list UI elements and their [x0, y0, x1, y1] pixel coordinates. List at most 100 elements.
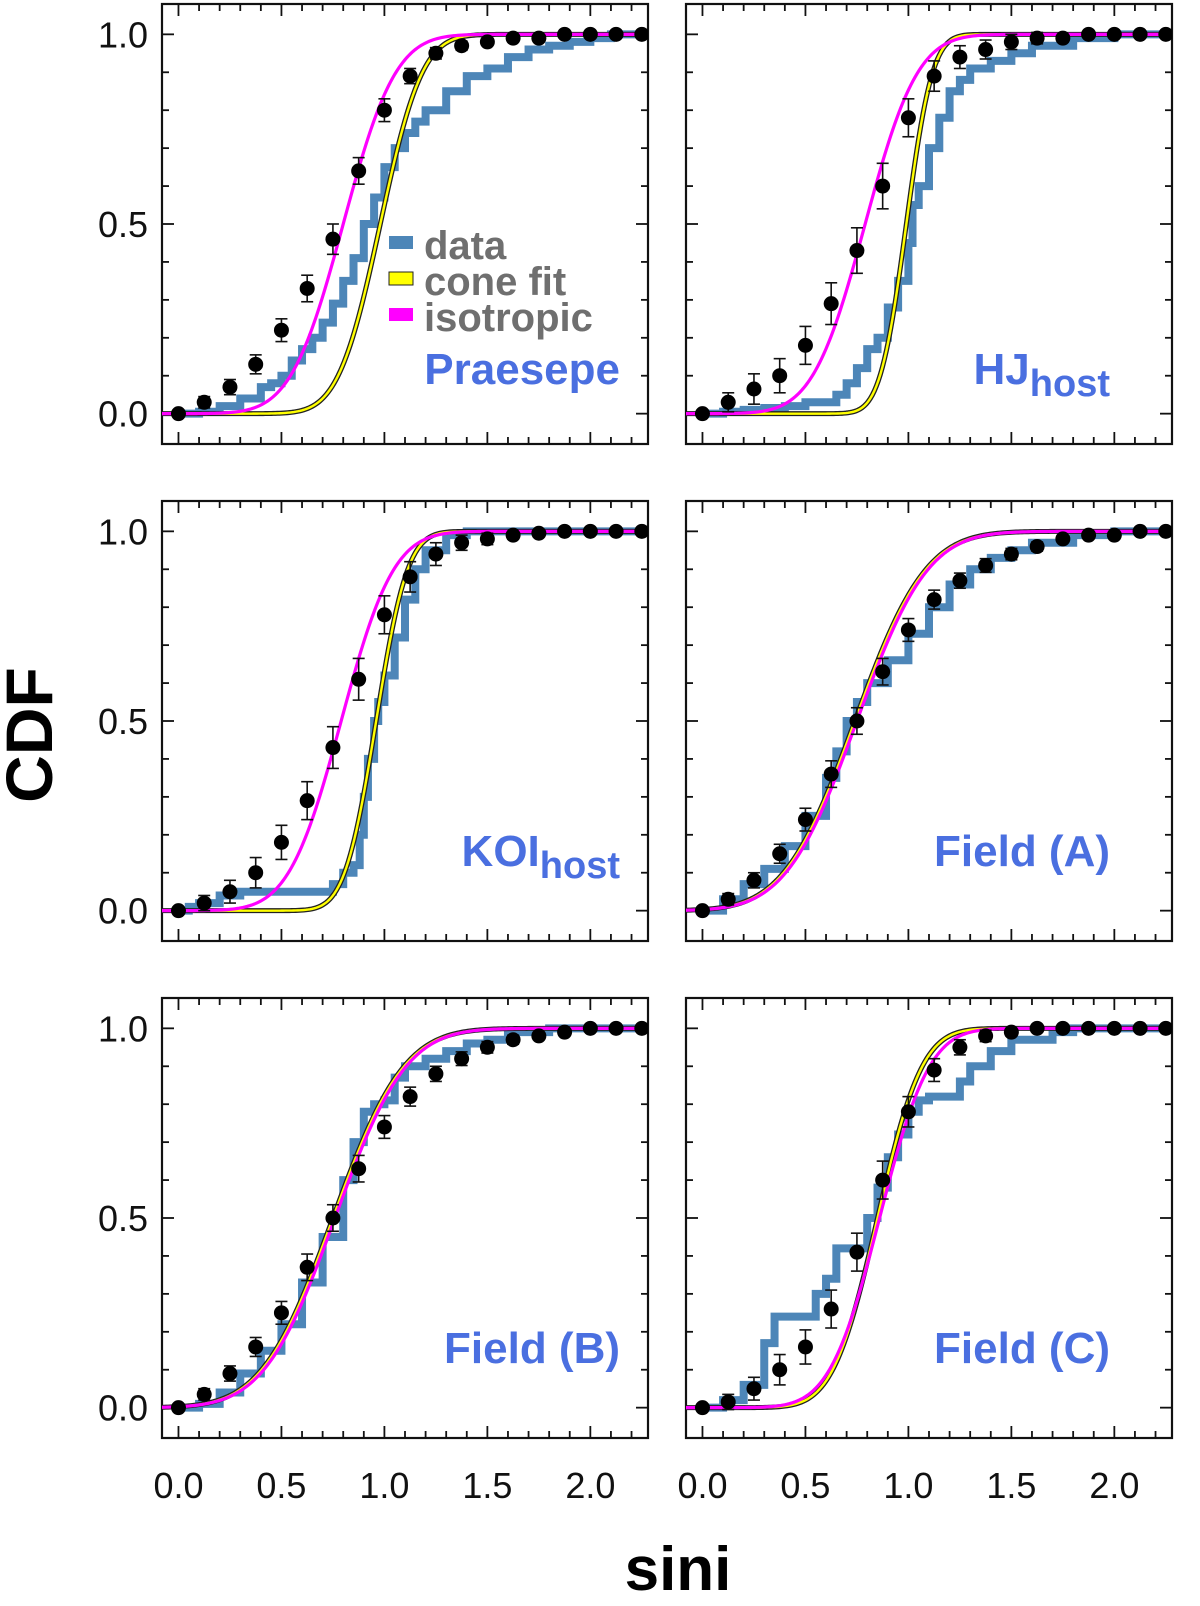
data-series [178, 30, 648, 418]
point-marker [694, 1400, 710, 1416]
panel-label-main: Field (A) [934, 827, 1110, 876]
ticks [162, 998, 648, 1438]
data-point [351, 1154, 367, 1183]
point-marker [582, 523, 598, 539]
ticks [686, 998, 1172, 1438]
y-tick-label: 0.5 [98, 701, 148, 742]
panel-label-main: Field (C) [934, 1324, 1110, 1373]
data-point [746, 871, 762, 889]
data-point [823, 760, 839, 789]
y-tick-label: 0.5 [98, 1198, 148, 1239]
data-point [797, 325, 813, 366]
data-point [608, 1020, 624, 1036]
point-marker [273, 322, 289, 338]
panel: 0.0 0.5 1.0 Praesepe [98, 2, 650, 446]
point-marker [557, 523, 573, 539]
panel-label: Praesepe [424, 345, 620, 394]
x-tick-label: 1.0 [359, 1465, 409, 1506]
data-point [1132, 523, 1148, 539]
point-marker [1003, 546, 1019, 562]
point-marker [505, 1032, 521, 1048]
point-marker [1029, 539, 1045, 555]
data-point [351, 657, 367, 701]
data-point [454, 1051, 470, 1067]
data-point [875, 1160, 891, 1200]
legend-label-data: data [424, 224, 507, 268]
data-point [273, 318, 289, 343]
point-marker [376, 607, 392, 623]
y-axis-label: CDF [0, 667, 66, 803]
panel-label-sub: host [1030, 363, 1111, 405]
panel-label-main: KOI [462, 827, 540, 876]
point-marker [720, 891, 736, 907]
legend-swatch-cone-fit [388, 271, 414, 286]
panel-label: Field (B) [444, 1324, 620, 1373]
point-marker [1106, 26, 1122, 42]
y-tick-label: 1.0 [98, 1008, 148, 1049]
point-marker [376, 102, 392, 118]
data-point [479, 34, 495, 50]
data-point [376, 98, 392, 123]
point-marker [900, 1104, 916, 1120]
point-marker [1132, 26, 1148, 42]
panel: 0.0 0.5 1.0 1.5 2.0 Field (C) [677, 996, 1174, 1506]
data-point [823, 281, 839, 326]
data-point [694, 1400, 710, 1416]
x-tick-label: 0.5 [780, 1465, 830, 1506]
x-tick-label: 0.0 [153, 1465, 203, 1506]
point-marker [170, 1400, 186, 1416]
point-marker [875, 1172, 891, 1188]
point-marker [875, 664, 891, 680]
point-marker [1158, 1020, 1172, 1036]
point-marker [797, 1339, 813, 1355]
data-point [926, 1057, 942, 1083]
point-marker [746, 1381, 762, 1397]
point-marker [634, 1020, 648, 1036]
data-point [531, 30, 547, 46]
point-marker [823, 1301, 839, 1317]
point-marker [1158, 26, 1172, 42]
x-tick-label: 1.0 [883, 1465, 933, 1506]
point-marker [720, 394, 736, 410]
data-point [505, 527, 521, 543]
point-marker [608, 26, 624, 42]
point-marker [505, 527, 521, 543]
point-marker [196, 895, 212, 911]
point-marker [299, 793, 315, 809]
point-marker [222, 1366, 238, 1382]
point-marker [634, 523, 648, 539]
data-point [1003, 1024, 1019, 1040]
point-marker [196, 1386, 212, 1402]
point-marker [608, 523, 624, 539]
point-marker [402, 1089, 418, 1105]
panel-label: Field (A) [934, 827, 1110, 876]
data-point [952, 572, 968, 590]
data-point [222, 378, 238, 396]
data-series [702, 1024, 1172, 1412]
point-marker [582, 26, 598, 42]
panel-label: KOIhost [462, 827, 621, 887]
data-point [1029, 539, 1045, 555]
point-marker [325, 231, 341, 247]
data-point [797, 807, 813, 832]
point-marker [1081, 1020, 1097, 1036]
data-point [299, 780, 315, 821]
data-point [720, 391, 736, 413]
data-point [505, 1032, 521, 1048]
point-marker [531, 30, 547, 46]
data-point [376, 595, 392, 635]
point-marker [428, 1066, 444, 1082]
point-marker [978, 1028, 994, 1044]
data-point [1081, 26, 1097, 42]
data-point [1081, 1020, 1097, 1036]
data-point [694, 406, 710, 422]
data-point [196, 394, 212, 410]
data-point [582, 523, 598, 539]
point-marker [1132, 523, 1148, 539]
point-marker [1158, 523, 1172, 539]
panel: 0.0 0.5 1.0 0.0 0.5 1.0 1.5 2.0 Field (B) [98, 996, 650, 1506]
data-point [505, 30, 521, 46]
point-marker [273, 1305, 289, 1321]
point-marker [454, 535, 470, 551]
